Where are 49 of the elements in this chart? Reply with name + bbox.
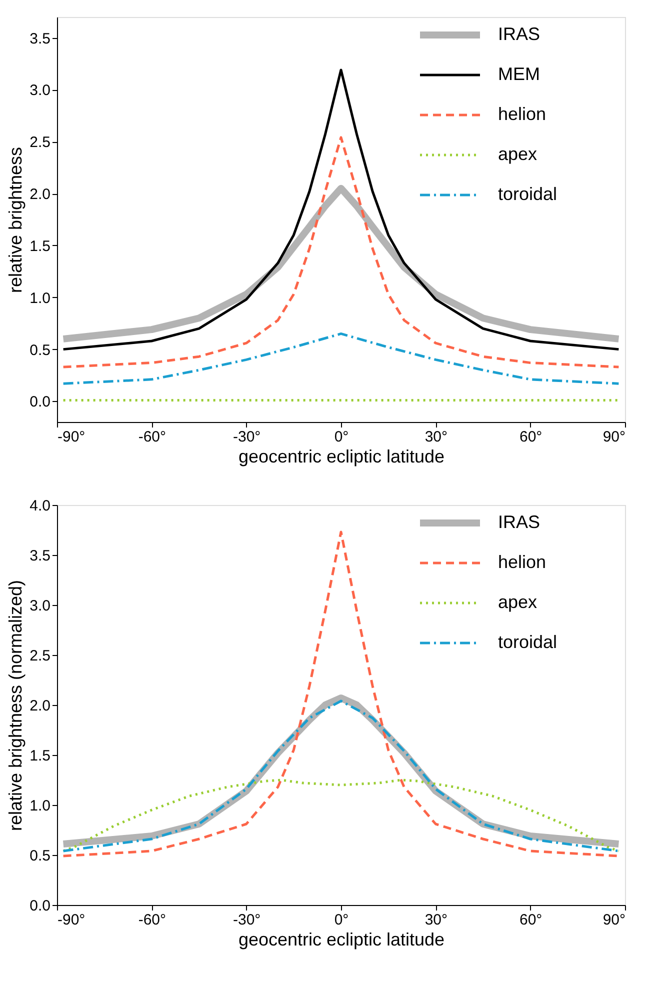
x-tick-label: -90° xyxy=(58,912,86,928)
x-axis-title: geocentric ecliptic latitude xyxy=(238,930,445,950)
y-tick-label: 0.0 xyxy=(30,898,50,914)
legend-label: helion xyxy=(498,552,546,572)
y-tick-label: 3.0 xyxy=(30,598,50,614)
x-tick-label: 0° xyxy=(334,912,349,928)
line-series xyxy=(62,136,620,368)
legend-label: apex xyxy=(498,144,538,164)
x-tick-label: -30° xyxy=(232,428,261,446)
y-tick-label: 1.0 xyxy=(30,798,50,814)
y-tick-label: 3.5 xyxy=(30,30,50,48)
y-tick-label: 3.5 xyxy=(30,548,50,564)
y-tick-label: 3.0 xyxy=(30,82,50,100)
y-axis-title: relative brightness xyxy=(6,146,26,294)
legend-label: apex xyxy=(498,592,538,612)
line-series xyxy=(62,778,620,852)
y-tick-label: 0.5 xyxy=(30,848,50,864)
legend-label: toroidal xyxy=(498,632,558,652)
x-tick-label: 30° xyxy=(424,912,448,928)
y-tick-label: 2.5 xyxy=(30,648,50,664)
y-tick-label: 2.0 xyxy=(30,698,50,714)
y-tick-label: 1.0 xyxy=(30,290,50,307)
x-tick-label: 60° xyxy=(519,428,542,446)
legend-label: IRAS xyxy=(498,24,540,44)
x-tick-label: 90° xyxy=(602,428,626,446)
line-series xyxy=(62,68,620,351)
y-tick-label: 1.5 xyxy=(30,748,50,764)
x-tick-label: 0° xyxy=(334,428,349,446)
legend-label: toroidal xyxy=(498,184,558,204)
y-tick-label: 4.0 xyxy=(30,498,50,514)
x-tick-label: 60° xyxy=(519,912,542,928)
x-tick-label: -60° xyxy=(138,428,166,446)
y-tick-label: 0.5 xyxy=(30,342,50,359)
legend-label: MEM xyxy=(498,64,540,84)
line-series xyxy=(62,332,620,385)
y-tick-label: 1.5 xyxy=(30,238,50,255)
x-tick-label: 30° xyxy=(424,428,448,446)
x-tick-label: -60° xyxy=(138,912,166,928)
line-series xyxy=(62,530,620,858)
x-axis-title: geocentric ecliptic latitude xyxy=(238,446,445,466)
y-axis-title: relative brightness (normalized) xyxy=(6,580,26,832)
x-tick-label: -30° xyxy=(232,912,261,928)
legend-label: helion xyxy=(498,104,546,124)
x-tick-label: 90° xyxy=(602,912,626,928)
x-tick-label: -90° xyxy=(58,428,86,446)
y-tick-label: 2.0 xyxy=(30,186,50,204)
legend-label: IRAS xyxy=(498,512,540,532)
y-tick-label: 0.0 xyxy=(30,394,50,411)
y-tick-label: 2.5 xyxy=(30,134,50,152)
